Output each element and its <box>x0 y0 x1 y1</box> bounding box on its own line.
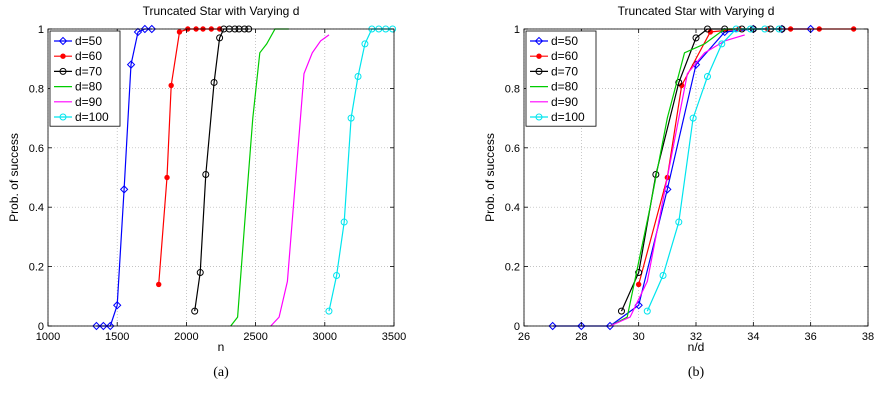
legend-marker <box>58 36 68 46</box>
chart-panel-a: 1000 1500 2000 2500 3000 3500 0 0.2 0.4 0.6 0.8 1 Tr… <box>7 4 406 380</box>
x-tick-label: 30 <box>633 331 645 343</box>
y-tick-label: 0.2 <box>29 262 44 274</box>
data-point <box>675 78 683 86</box>
legend-label: d=50 <box>551 34 578 48</box>
y-axis-label: Prob. of success <box>483 133 497 222</box>
x-tick-label: 32 <box>690 331 702 343</box>
data-point <box>196 269 204 277</box>
chart-title: Truncated Star with Varying d <box>143 4 300 18</box>
x-tick-label: 28 <box>575 331 587 343</box>
y-tick-label: 0 <box>38 321 44 333</box>
data-point <box>361 40 369 48</box>
data-point <box>210 78 218 86</box>
data-point <box>147 24 157 34</box>
y-tick-label: 0.8 <box>29 83 44 95</box>
legend-marker <box>535 113 543 121</box>
legend-box <box>525 30 597 127</box>
series-line-d=90 <box>609 34 745 327</box>
x-tick-label: 34 <box>747 331 759 343</box>
legend-label: d=100 <box>75 110 109 124</box>
data-point <box>176 29 183 35</box>
data-point <box>340 218 348 226</box>
axes-box <box>47 28 395 327</box>
data-point <box>164 174 170 181</box>
data-point <box>119 185 129 194</box>
data-point <box>325 307 333 315</box>
y-tick-label: 0.6 <box>505 143 520 155</box>
legend-marker <box>59 67 67 75</box>
legend-marker <box>59 113 67 121</box>
data-point <box>191 307 199 315</box>
x-axis-label: n/d <box>688 340 705 354</box>
data-point <box>548 321 557 331</box>
x-tick-label: 26 <box>518 331 530 343</box>
y-tick-label: 1 <box>38 24 44 36</box>
data-point <box>126 60 136 69</box>
data-point <box>354 73 362 81</box>
data-point <box>675 218 683 226</box>
legend-marker <box>534 36 544 46</box>
y-tick-label: 0.2 <box>505 262 520 274</box>
legend-label: d=90 <box>551 95 578 109</box>
series-line-d=90 <box>270 34 330 327</box>
legend-label: d=100 <box>551 110 585 124</box>
data-point <box>156 281 162 288</box>
legend-label: d=60 <box>551 49 578 63</box>
legend-label: d=90 <box>75 95 102 109</box>
figure-caption: (b) <box>688 365 705 380</box>
data-point <box>168 82 174 89</box>
legend-marker <box>60 53 66 59</box>
legend-label: d=70 <box>551 64 578 78</box>
x-tick-label: 3000 <box>313 331 337 343</box>
y-tick-label: 0.6 <box>29 143 44 155</box>
data-point <box>617 307 625 315</box>
chart-panel-b: 26 28 30 32 34 36 38 0 0.2 0.4 0.6 0.8 1 Truncated St… <box>483 4 874 380</box>
y-tick-label: 0 <box>514 321 520 333</box>
data-point <box>635 269 643 277</box>
data-point <box>99 321 108 331</box>
y-tick-label: 1 <box>514 24 520 36</box>
data-point <box>92 321 101 331</box>
x-axis-label: n <box>218 340 225 354</box>
data-point <box>643 307 651 315</box>
x-tick-label: 2000 <box>174 331 198 343</box>
chart-title: Truncated Star with Varying d <box>618 4 775 18</box>
legend-marker <box>535 67 543 75</box>
y-tick-label: 0.4 <box>505 202 520 214</box>
data-point <box>347 114 355 122</box>
data-point <box>635 281 642 288</box>
legend-marker <box>536 53 542 59</box>
data-point <box>112 301 122 310</box>
data-point <box>106 321 115 331</box>
legend-box <box>49 30 121 127</box>
data-point <box>718 40 726 48</box>
legend-label: d=60 <box>75 49 102 63</box>
x-tick-label: 3500 <box>382 331 406 343</box>
data-point <box>689 114 697 122</box>
figure-caption: (a) <box>213 365 229 380</box>
data-point <box>140 24 150 34</box>
data-point <box>577 321 586 331</box>
data-point <box>333 272 341 280</box>
data-point <box>692 34 700 42</box>
x-tick-label: 1500 <box>105 331 129 343</box>
y-tick-label: 0.8 <box>505 83 520 95</box>
x-tick-label: 36 <box>805 331 817 343</box>
legend-label: d=80 <box>75 80 102 94</box>
data-point <box>133 27 143 37</box>
x-tick-label: 2500 <box>243 331 267 343</box>
legend-label: d=80 <box>551 80 578 94</box>
y-axis-label: Prob. of success <box>7 133 21 222</box>
data-point <box>216 34 224 42</box>
x-tick-label: 38 <box>862 331 874 343</box>
legend-label: d=70 <box>75 64 102 78</box>
x-tick-label: 1000 <box>36 331 60 343</box>
data-point <box>659 272 667 280</box>
legend-label: d=50 <box>75 34 102 48</box>
y-tick-label: 0.4 <box>29 202 44 214</box>
data-point <box>202 171 210 179</box>
data-point <box>703 73 711 81</box>
